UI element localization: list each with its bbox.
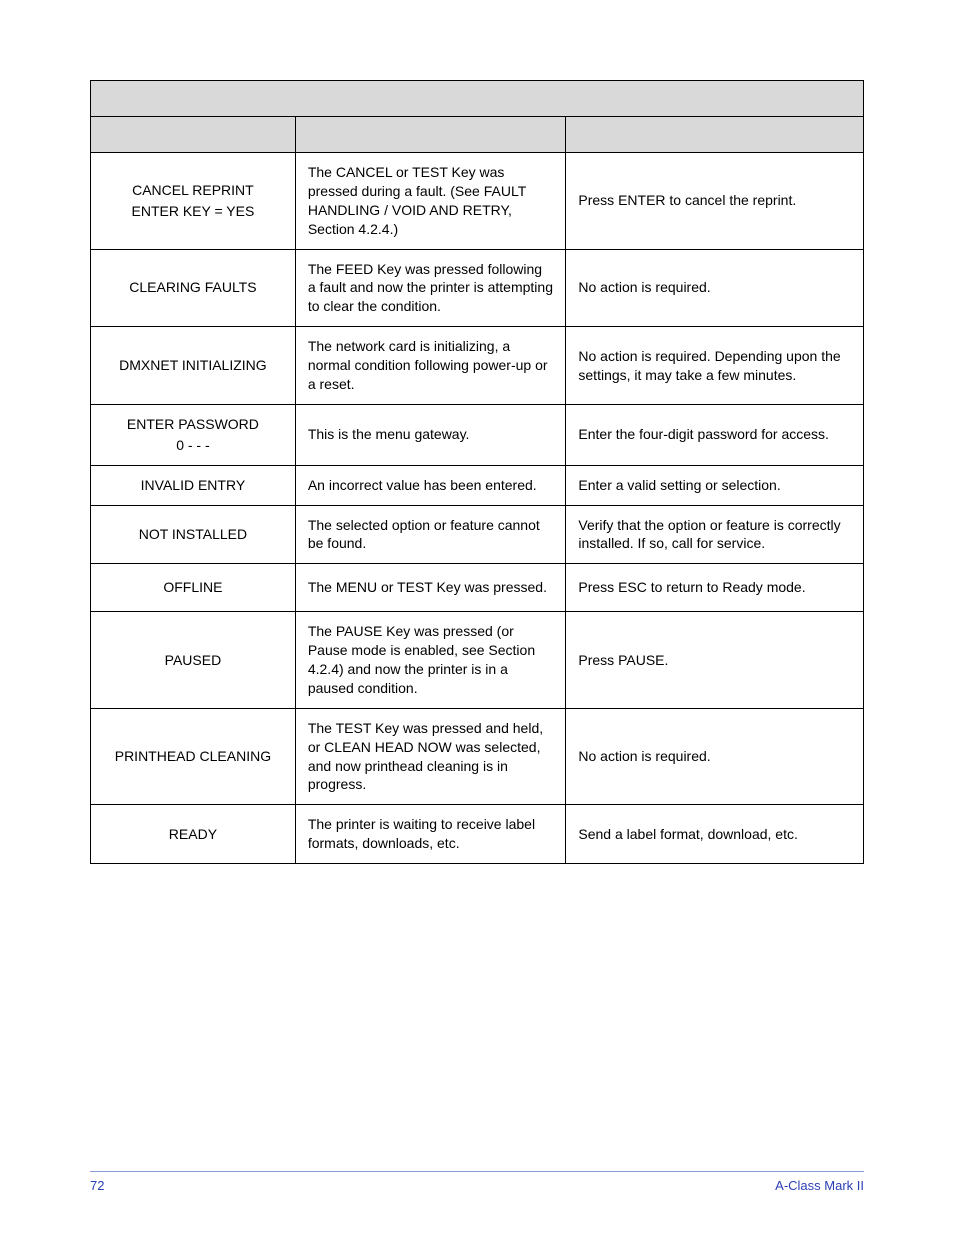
cell-action: Enter a valid setting or selection. [566,465,864,505]
cell-description: The network card is initializing, a norm… [295,327,566,405]
cell-description: The MENU or TEST Key was pressed. [295,564,566,612]
table-row: INVALID ENTRY An incorrect value has been… [91,465,864,505]
message-line1: NOT INSTALLED [139,526,247,542]
cell-message: READY [91,805,296,864]
cell-message: CLEARING FAULTS [91,249,296,327]
cell-message: PRINTHEAD CLEANING [91,708,296,805]
cell-message: OFFLINE [91,564,296,612]
cell-action: Verify that the option or feature is cor… [566,505,864,564]
col-header-description [295,117,566,153]
message-line1: PAUSED [165,652,222,668]
table-row: DMXNET INITIALIZING The network card is i… [91,327,864,405]
page: CANCEL REPRINT ENTER KEY = YES The CANCEL … [0,0,954,1235]
cell-action: Press ESC to return to Ready mode. [566,564,864,612]
col-header-message [91,117,296,153]
cell-description: The TEST Key was pressed and held, or CL… [295,708,566,805]
cell-description: The CANCEL or TEST Key was pressed durin… [295,153,566,250]
table-row: OFFLINE The MENU or TEST Key was pressed.… [91,564,864,612]
cell-description: The FEED Key was pressed following a fau… [295,249,566,327]
cell-message: NOT INSTALLED [91,505,296,564]
cell-description: The PAUSE Key was pressed (or Pause mode… [295,612,566,709]
table-row: ENTER PASSWORD 0 - - - This is the menu ga… [91,404,864,465]
cell-message: INVALID ENTRY [91,465,296,505]
table-header [91,81,864,153]
cell-message: DMXNET INITIALIZING [91,327,296,405]
header-title-row [91,81,864,117]
messages-table: CANCEL REPRINT ENTER KEY = YES The CANCEL … [90,80,864,864]
cell-description: An incorrect value has been entered. [295,465,566,505]
cell-description: This is the menu gateway. [295,404,566,465]
table-row: PAUSED The PAUSE Key was pressed (or Paus… [91,612,864,709]
message-line1: PRINTHEAD CLEANING [115,748,271,764]
page-footer: 72 A-Class Mark II [90,1171,864,1193]
message-line1: OFFLINE [163,579,222,595]
cell-action: Press ENTER to cancel the reprint. [566,153,864,250]
table-row: NOT INSTALLED The selected option or feat… [91,505,864,564]
message-line1: CANCEL REPRINT [132,182,254,198]
col-header-action [566,117,864,153]
message-line1: ENTER PASSWORD [127,416,259,432]
cell-message: ENTER PASSWORD 0 - - - [91,404,296,465]
cell-action: No action is required. [566,708,864,805]
cell-action: No action is required. Depending upon th… [566,327,864,405]
message-line2: 0 - - - [103,436,283,455]
cell-description: The selected option or feature cannot be… [295,505,566,564]
cell-description: The printer is waiting to receive label … [295,805,566,864]
table-row: CLEARING FAULTS The FEED Key was pressed … [91,249,864,327]
cell-message: CANCEL REPRINT ENTER KEY = YES [91,153,296,250]
table-row: PRINTHEAD CLEANING The TEST Key was press… [91,708,864,805]
table-row: READY The printer is waiting to receive l… [91,805,864,864]
cell-action: Enter the four-digit password for access… [566,404,864,465]
message-line1: READY [169,826,217,842]
message-line1: CLEARING FAULTS [129,279,256,295]
message-line2: ENTER KEY = YES [103,202,283,221]
cell-action: Send a label format, download, etc. [566,805,864,864]
cell-action: Press PAUSE. [566,612,864,709]
cell-action: No action is required. [566,249,864,327]
page-number: 72 [90,1178,104,1193]
table-body: CANCEL REPRINT ENTER KEY = YES The CANCEL … [91,153,864,864]
doc-title: A-Class Mark II [775,1178,864,1193]
message-line1: DMXNET INITIALIZING [119,357,267,373]
cell-message: PAUSED [91,612,296,709]
table-row: CANCEL REPRINT ENTER KEY = YES The CANCEL … [91,153,864,250]
message-line1: INVALID ENTRY [141,477,246,493]
